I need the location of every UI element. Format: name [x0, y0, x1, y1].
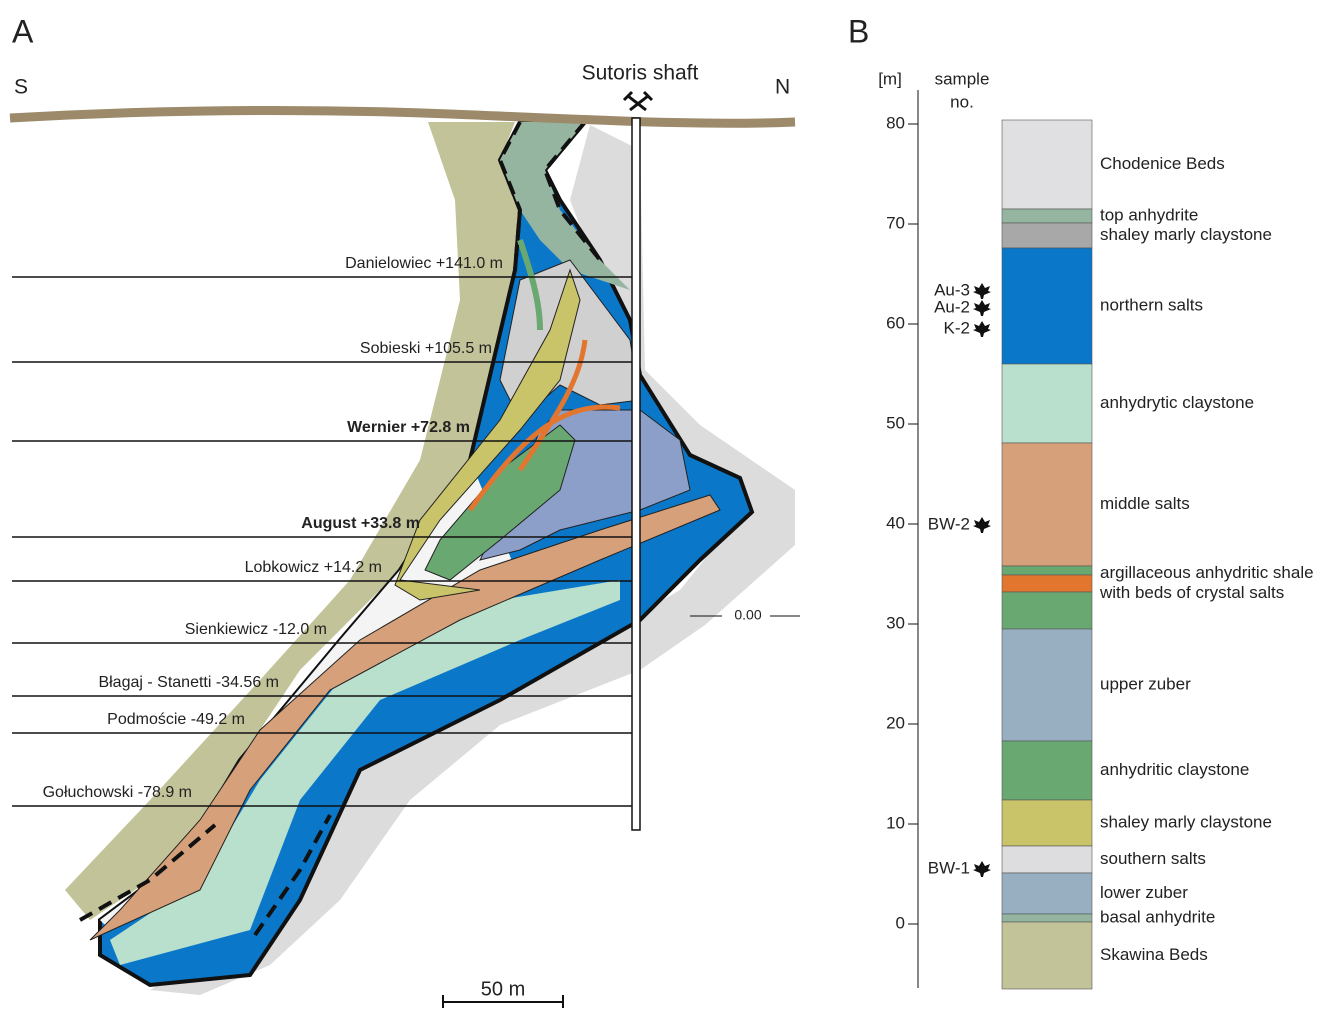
sample-label: BW-1 [928, 858, 970, 877]
level-label: Błagaj - Stanetti -34.56 m [98, 674, 279, 691]
layer [1001, 740, 1093, 801]
layer-label: basal anhydrite [1100, 907, 1215, 926]
tick-label: 50 [886, 413, 905, 432]
layer [1001, 119, 1093, 210]
layer [1001, 565, 1093, 576]
level-label: Lobkowicz +14.2 m [245, 559, 382, 576]
green-lens [424, 424, 576, 581]
layer [1001, 628, 1093, 742]
layer-label: shaley marly claystone [1100, 812, 1272, 831]
layer-label: middle salts [1100, 494, 1190, 513]
layer-label: anhydritic claystone [1100, 760, 1249, 779]
tick-label: 70 [886, 213, 905, 232]
datum-label: 0.00 [734, 607, 761, 623]
layer [1001, 363, 1093, 444]
layer-label: Chodenice Beds [1100, 154, 1225, 173]
scale-bar [442, 995, 564, 1008]
tick-label: 40 [886, 513, 905, 532]
axis-label: [m] [878, 69, 902, 88]
level-label: August +33.8 m [301, 515, 420, 532]
sample-marker [973, 517, 991, 533]
sample-header: no. [950, 92, 974, 111]
middle-salts [89, 494, 721, 941]
tick-label: 0 [896, 913, 905, 932]
surface [9, 106, 796, 128]
level-label: Sobieski +105.5 m [360, 340, 492, 357]
layer [1001, 442, 1093, 567]
layer [1001, 845, 1093, 874]
tick-label: 10 [886, 813, 905, 832]
green-streak [517, 239, 543, 331]
levels: Danielowiec +141.0 m Sobieski +105.5 m Wer… [12, 255, 632, 807]
scale-label: 50 m [481, 978, 525, 1000]
panel-label: B [848, 13, 869, 49]
layer [1001, 799, 1093, 847]
level-label: Podmoście -49.2 m [107, 711, 245, 728]
layer-label: Skawina Beds [1100, 945, 1208, 964]
layer-label: shaley marly claystone [1100, 225, 1272, 244]
sample-marker [973, 283, 991, 299]
layer [1001, 872, 1093, 915]
layer [1001, 574, 1093, 593]
level-label: Gołuchowski -78.9 m [43, 784, 192, 801]
column: 0 10 20 30 40 50 60 70 80 Chodenice Beds top anhyd… [886, 90, 1314, 990]
layer-label: with beds of crystal salts [1099, 583, 1284, 602]
layer-label: upper zuber [1100, 674, 1191, 693]
layer-label: argillaceous anhydritic shale [1100, 563, 1314, 582]
yellow-lens [394, 268, 581, 601]
sample-label: BW-2 [928, 514, 970, 533]
layer [1001, 913, 1093, 923]
layer-label: lower zuber [1100, 883, 1188, 902]
layer [1001, 222, 1093, 249]
panel-label: A [12, 13, 34, 49]
tick-label: 30 [886, 613, 905, 632]
layer-label: southern salts [1100, 849, 1206, 868]
sample-label: K-2 [944, 318, 970, 337]
dashed-boundary [79, 120, 602, 937]
layer-label: northern salts [1100, 295, 1203, 314]
tick-label: 60 [886, 313, 905, 332]
sample-marker [973, 321, 991, 337]
tick-label: 80 [886, 113, 905, 132]
compass-north: N [775, 76, 790, 99]
layer-label: anhydrytic claystone [1100, 393, 1254, 412]
shaft-icon [622, 90, 654, 112]
level-label: Sienkiewicz -12.0 m [185, 621, 327, 638]
sample-marker [973, 861, 991, 877]
sample-header: sample [935, 69, 990, 88]
layer [1001, 247, 1093, 365]
shaft-label: Sutoris shaft [582, 62, 699, 85]
sample-label: Au-3 [934, 280, 970, 299]
layer [1001, 591, 1093, 630]
sample-label: Au-2 [934, 297, 970, 316]
layer-label: top anhydrite [1100, 205, 1198, 224]
anhydrytic-claystone [110, 580, 620, 965]
layer [1001, 921, 1093, 990]
shaft [631, 117, 641, 831]
layer [1001, 208, 1093, 224]
orange-band [467, 339, 621, 512]
top-anhydrite [500, 122, 630, 290]
compass-south: S [14, 76, 28, 99]
level-label: Wernier +72.8 m [347, 419, 470, 436]
sample-marker [973, 300, 991, 316]
tick-label: 20 [886, 713, 905, 732]
cross-section [65, 120, 795, 995]
level-label: Danielowiec +141.0 m [345, 255, 503, 272]
